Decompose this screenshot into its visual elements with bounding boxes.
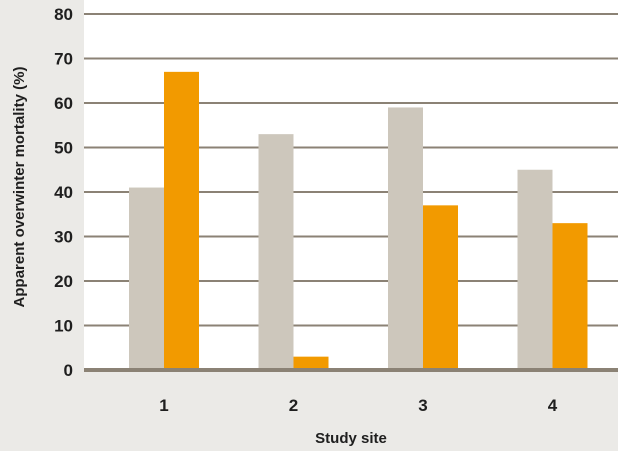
y-tick-label: 20 bbox=[54, 272, 73, 291]
bar bbox=[129, 187, 164, 370]
y-tick-label: 0 bbox=[64, 361, 73, 380]
bar bbox=[164, 71, 199, 370]
y-tick-label: 70 bbox=[54, 50, 73, 69]
bar bbox=[423, 205, 458, 370]
x-axis-title: Study site bbox=[315, 430, 387, 447]
y-tick-label: 60 bbox=[54, 94, 73, 113]
y-tick-label: 10 bbox=[54, 317, 73, 336]
y-tick-label: 50 bbox=[54, 139, 73, 158]
bar bbox=[552, 223, 588, 370]
x-tick-label: 1 bbox=[159, 396, 168, 415]
y-axis-ticks: 0 10 20 30 40 50 60 70 80 bbox=[54, 5, 73, 380]
y-axis-title: Apparent overwinter mortality (%) bbox=[11, 67, 28, 308]
y-tick-label: 40 bbox=[54, 183, 73, 202]
x-axis-ticks: 1 2 3 4 bbox=[159, 396, 558, 415]
bars bbox=[84, 71, 618, 372]
x-tick-label: 2 bbox=[289, 396, 298, 415]
x-tick-label: 3 bbox=[418, 396, 427, 415]
bar bbox=[517, 169, 553, 370]
x-tick-label: 4 bbox=[548, 396, 558, 415]
bar bbox=[258, 134, 294, 370]
bar bbox=[388, 107, 423, 370]
y-tick-label: 30 bbox=[54, 228, 73, 247]
y-tick-label: 80 bbox=[54, 5, 73, 24]
bar bbox=[293, 356, 329, 370]
